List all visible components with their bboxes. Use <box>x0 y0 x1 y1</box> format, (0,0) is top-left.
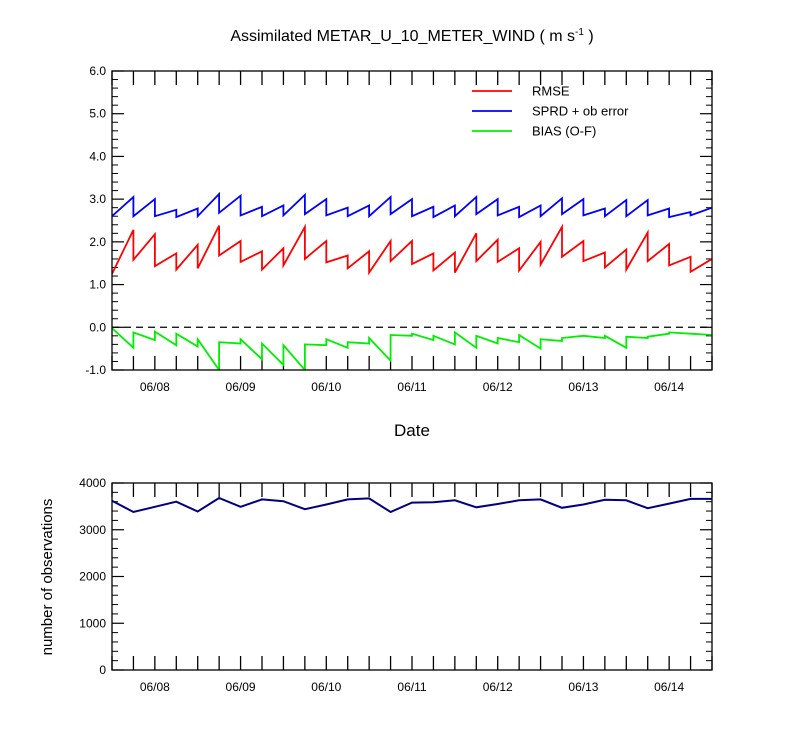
x-tick-label: 06/10 <box>311 680 341 694</box>
bottom-panel: 0 1000 2000 3000 4000 06/08 06/09 06/10 06/11 06/… <box>79 476 713 694</box>
x-tick-label: 06/08 <box>140 680 170 694</box>
x-tick-label: 06/13 <box>568 380 598 394</box>
x-tick-label: 06/11 <box>397 380 426 394</box>
y-tick-label: 3000 <box>79 523 106 537</box>
y-tick-label: 1000 <box>79 616 106 630</box>
y-tick-label: 5.0 <box>89 107 106 121</box>
y-tick-label: 3.0 <box>89 192 106 206</box>
bottom-ylabel: number of observations <box>39 499 56 656</box>
series-line-sprd-ob-error <box>112 191 712 219</box>
y-tick-label: 0.0 <box>89 320 106 334</box>
x-tick-label: 06/12 <box>483 380 513 394</box>
observations-line <box>112 496 712 514</box>
plot-frame <box>111 70 713 371</box>
series-line-bias-o-f <box>112 327 712 370</box>
top-panel: -1.0 0.0 1.0 2.0 3.0 4.0 5.0 6.0 06/08 06/09 06/10… <box>85 64 713 394</box>
x-tick-label: 06/09 <box>226 380 256 394</box>
x-tick-label: 06/12 <box>483 680 513 694</box>
y-tick-label: 0 <box>99 663 106 677</box>
legend-label: RMSE <box>532 84 570 99</box>
legend-label: SPRD + ob error <box>532 104 629 119</box>
series-line-rmse <box>112 223 712 276</box>
x-tick-label: 06/11 <box>397 680 426 694</box>
chart-title: Assimilated METAR_U_10_METER_WIND ( m s-… <box>230 27 593 45</box>
x-tick-label: 06/10 <box>311 380 341 394</box>
y-tick-label: 4000 <box>79 476 106 490</box>
y-tick-label: 6.0 <box>89 64 106 78</box>
x-tick-label: 06/13 <box>568 680 598 694</box>
legend-label: BIAS (O-F) <box>532 124 596 139</box>
y-tick-label: -1.0 <box>85 363 106 377</box>
x-tick-label: 06/09 <box>226 680 256 694</box>
x-tick-label: 06/14 <box>654 680 684 694</box>
y-tick-label: 4.0 <box>89 149 106 163</box>
top-xlabel: Date <box>394 421 430 440</box>
x-tick-label: 06/14 <box>654 380 684 394</box>
y-tick-label: 2.0 <box>89 235 106 249</box>
x-tick-label: 06/08 <box>140 380 170 394</box>
y-tick-label: 1.0 <box>89 278 106 292</box>
plot-frame <box>111 482 713 671</box>
y-tick-label: 2000 <box>79 570 106 584</box>
